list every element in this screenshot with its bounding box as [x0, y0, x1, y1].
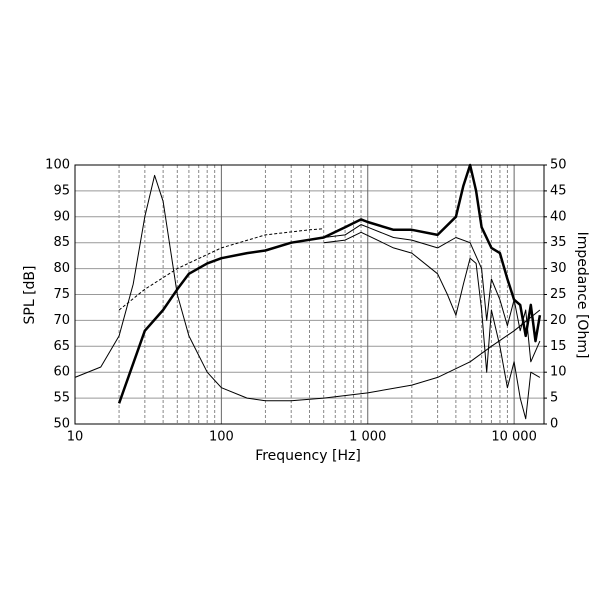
y2-tick-label: 20	[550, 313, 567, 328]
y-tick-label: 85	[53, 235, 70, 250]
plot-frame	[74, 164, 545, 425]
y-axis-title: SPL [dB]	[22, 266, 38, 325]
response-line	[323, 224, 541, 363]
y-tick-label: 75	[53, 287, 70, 302]
y2-axis-title: Impedance [Ohm]	[574, 232, 590, 359]
y2-tick-label: 10	[550, 365, 567, 380]
y2-tick-label: 0	[550, 417, 558, 432]
y-tick-label: 80	[53, 261, 70, 276]
y-tick-label: 90	[53, 209, 70, 224]
y2-tick-label: 45	[550, 183, 567, 198]
response-line	[118, 228, 324, 311]
x-tick-label: 10 000	[491, 430, 537, 445]
y-tick-label: 55	[53, 391, 70, 406]
x-tick-label: 10	[67, 430, 84, 445]
y2-tick-label: 30	[550, 261, 567, 276]
response-line	[74, 174, 541, 402]
x-axis-title: Frequency [Hz]	[255, 448, 361, 464]
x-tick-label: 100	[209, 430, 234, 445]
x-tick-label: 1 000	[349, 430, 386, 445]
y-tick-label: 100	[45, 158, 70, 173]
y-tick-label: 95	[53, 183, 70, 198]
y2-tick-label: 15	[550, 339, 567, 354]
y2-tick-label: 40	[550, 209, 567, 224]
response-line	[323, 231, 541, 420]
y-tick-label: 65	[53, 339, 70, 354]
y-tick-label: 50	[53, 417, 70, 432]
y2-tick-label: 50	[550, 158, 567, 173]
y-tick-label: 70	[53, 313, 70, 328]
y-tick-label: 60	[53, 365, 70, 380]
y2-tick-label: 25	[550, 287, 567, 302]
y2-tick-label: 5	[550, 391, 558, 406]
y2-tick-label: 35	[550, 235, 567, 250]
